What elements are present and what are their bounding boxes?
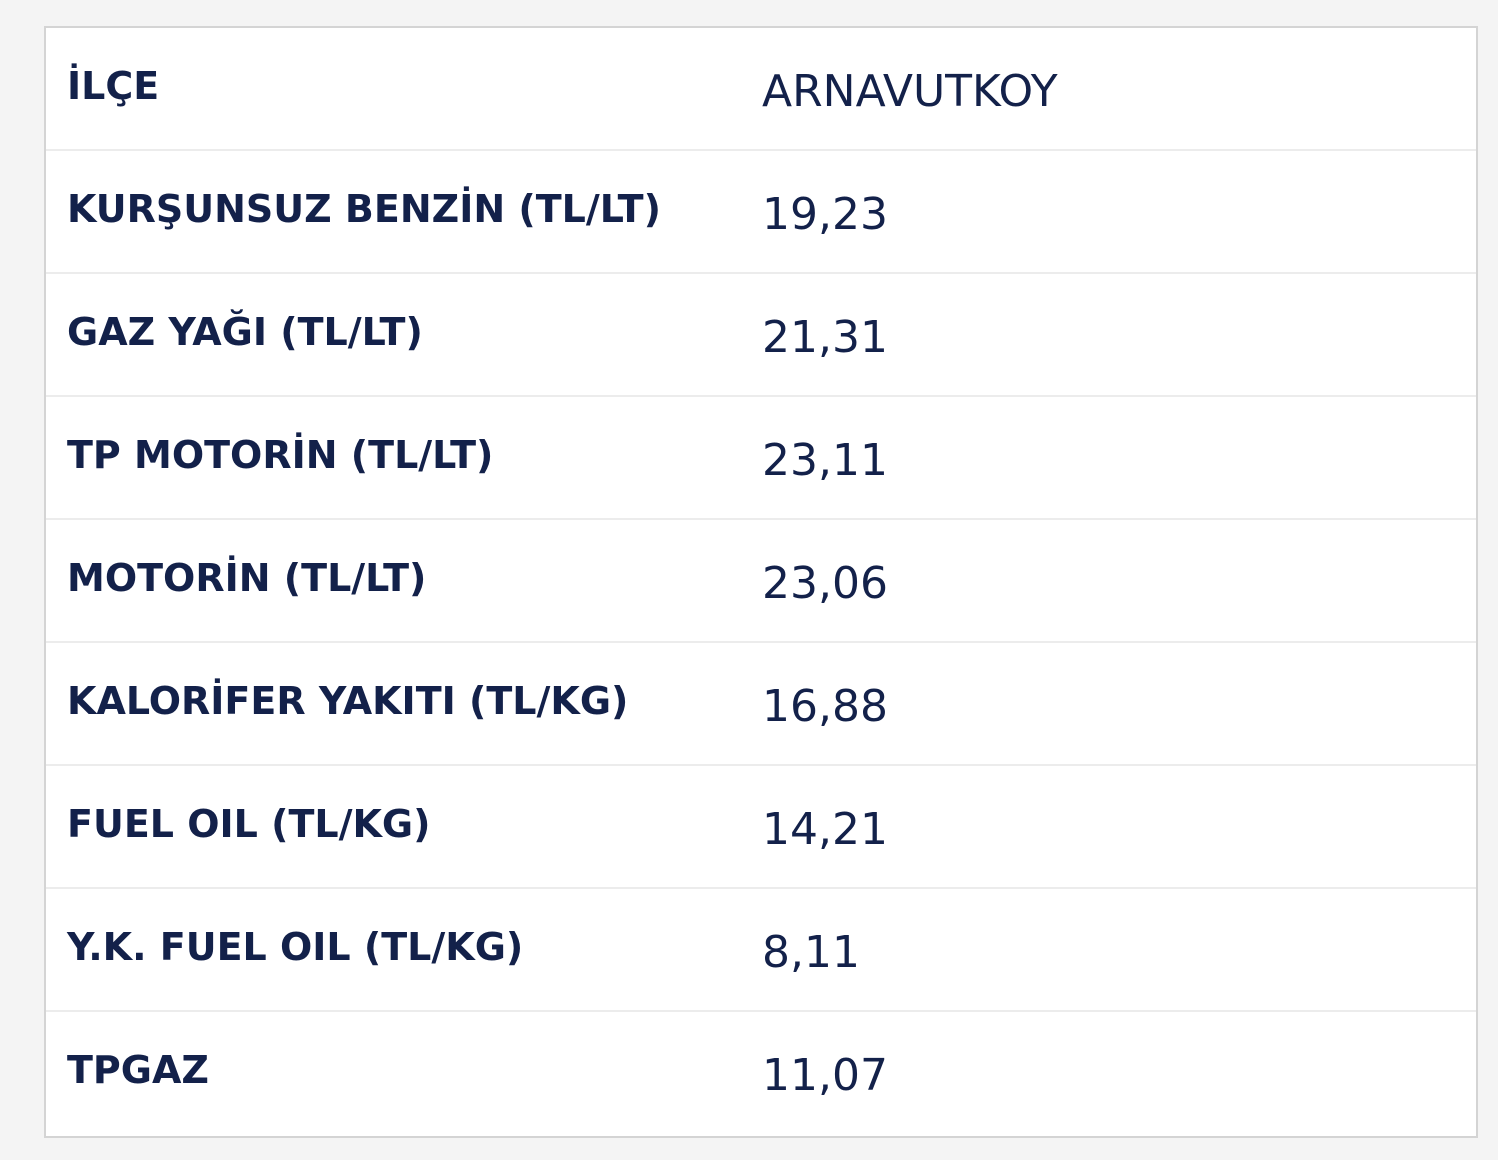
table-row: GAZ YAĞI (TL/LT) 21,31	[46, 274, 1476, 397]
value-cell: 19,23	[762, 189, 888, 240]
label-cell: GAZ YAĞI (TL/LT)	[67, 310, 423, 354]
label-cell: TP MOTORİN (TL/LT)	[67, 433, 494, 477]
value-cell: 21,31	[762, 312, 888, 363]
value-cell: ARNAVUTKOY	[762, 66, 1058, 117]
label-cell: Y.K. FUEL OIL (TL/KG)	[67, 925, 524, 969]
table-row: İLÇE ARNAVUTKOY	[46, 28, 1476, 151]
value-cell: 23,11	[762, 435, 888, 486]
label-cell: TPGAZ	[67, 1048, 209, 1092]
label-cell: KALORİFER YAKITI (TL/KG)	[67, 679, 629, 723]
value-cell: 8,11	[762, 927, 860, 978]
label-cell: MOTORİN (TL/LT)	[67, 556, 427, 600]
label-cell: KURŞUNSUZ BENZİN (TL/LT)	[67, 187, 661, 231]
table-row: TP MOTORİN (TL/LT) 23,11	[46, 397, 1476, 520]
label-cell: FUEL OIL (TL/KG)	[67, 802, 431, 846]
value-cell: 16,88	[762, 681, 888, 732]
table: İLÇE ARNAVUTKOY KURŞUNSUZ BENZİN (TL/LT) 19…	[44, 26, 1478, 1138]
value-cell: 23,06	[762, 558, 888, 609]
table-row: KALORİFER YAKITI (TL/KG) 16,88	[46, 643, 1476, 766]
table-row: KURŞUNSUZ BENZİN (TL/LT) 19,23	[46, 151, 1476, 274]
table-row: FUEL OIL (TL/KG) 14,21	[46, 766, 1476, 889]
label-cell: İLÇE	[67, 64, 160, 108]
table-row: Y.K. FUEL OIL (TL/KG) 8,11	[46, 889, 1476, 1012]
table-row: MOTORİN (TL/LT) 23,06	[46, 520, 1476, 643]
table-row: TPGAZ 11,07	[46, 1012, 1476, 1133]
value-cell: 11,07	[762, 1050, 888, 1101]
value-cell: 14,21	[762, 804, 888, 855]
